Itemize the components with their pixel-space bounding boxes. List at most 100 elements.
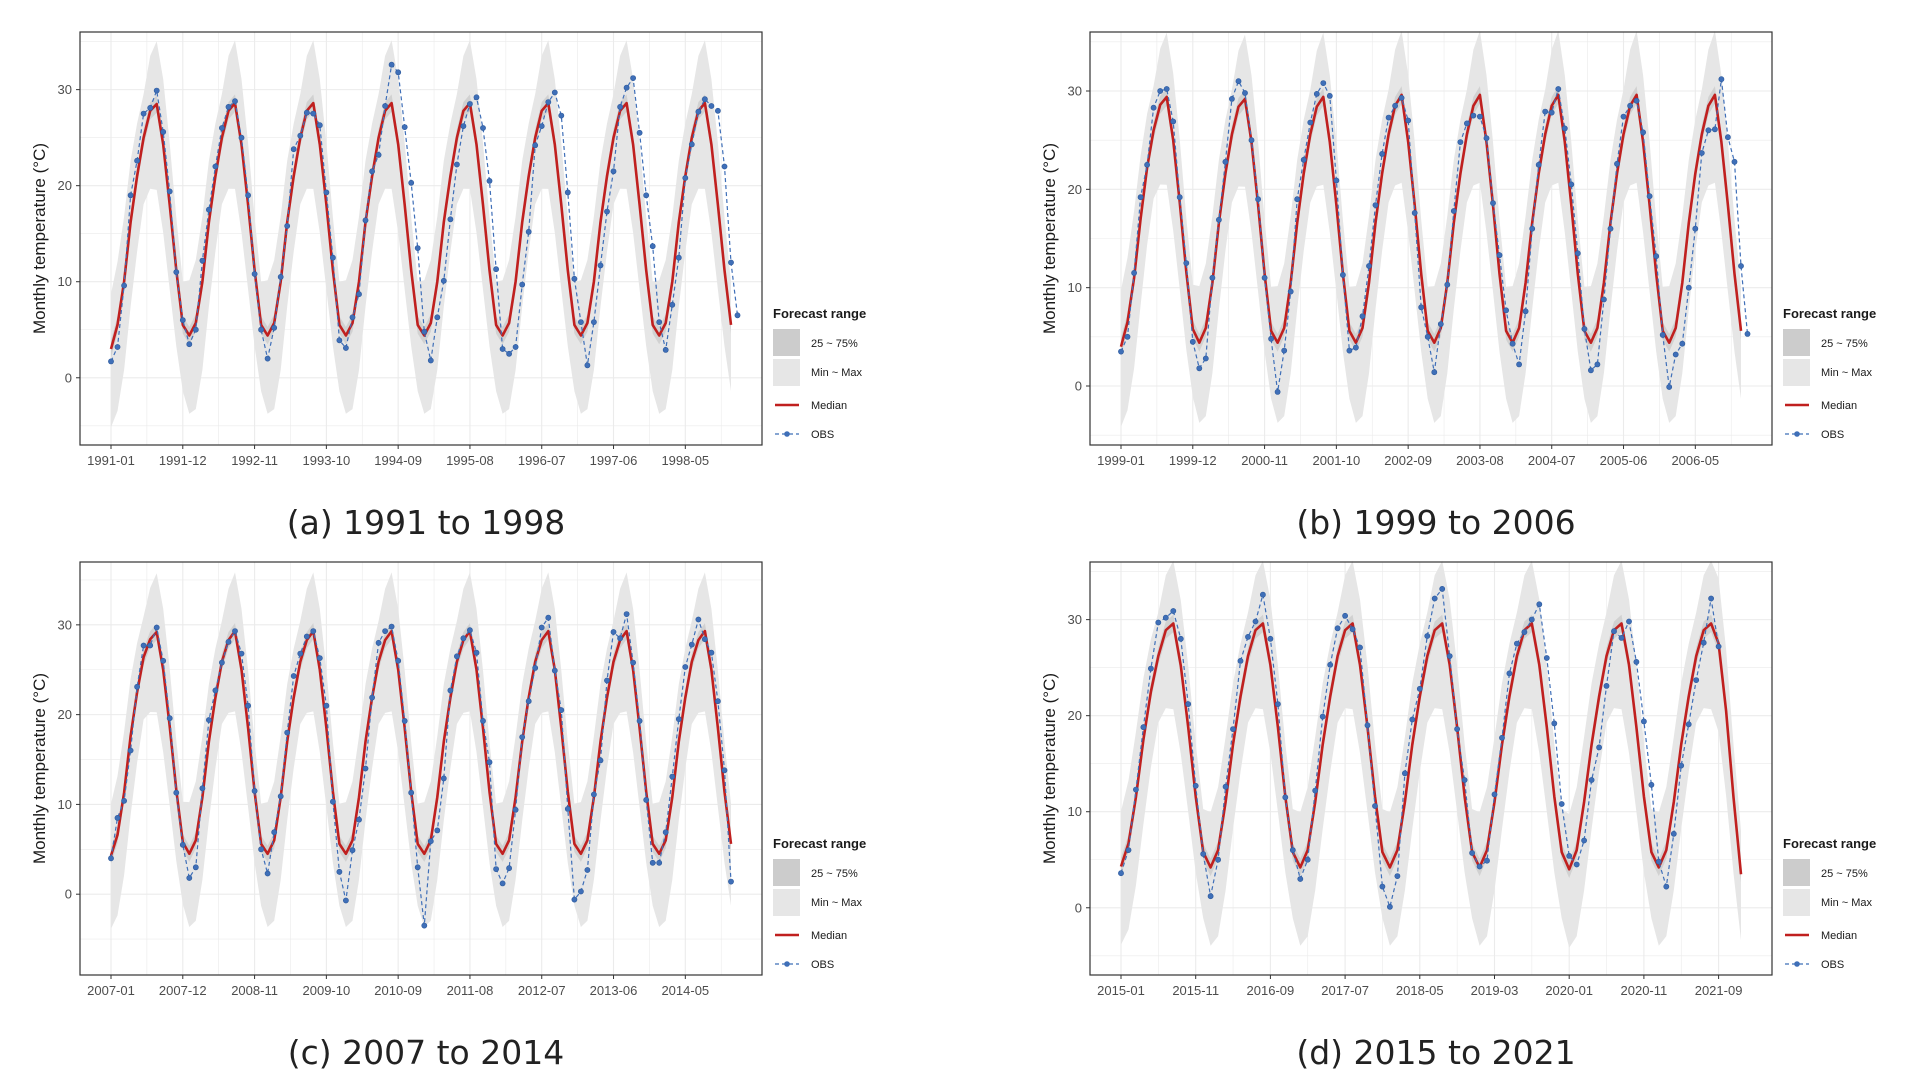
legend-minmax-label: Min ~ Max: [1821, 897, 1873, 909]
obs-point: [506, 350, 512, 357]
panel-a: 0 10 20 30 1991-01 1991-12 1992-11 1993-10 1994-…: [30, 31, 866, 542]
obs-point: [1339, 271, 1346, 278]
obs-point: [1588, 777, 1595, 783]
obs-point: [1648, 781, 1655, 788]
obs-point: [1364, 722, 1371, 729]
obs-point: [1555, 86, 1562, 92]
y-tick-label: 30: [1068, 84, 1082, 99]
obs-point: [1125, 847, 1132, 853]
x-tick-label: 2006-05: [1671, 453, 1719, 468]
obs-point: [453, 653, 460, 660]
obs-point: [564, 189, 571, 196]
obs-point: [1670, 830, 1677, 837]
obs-point: [356, 291, 362, 298]
obs-point: [636, 129, 643, 136]
obs-point: [388, 61, 395, 68]
panel-d: 0 10 20 30 2015-01 2015-11 2016-09 2017-07 2018-…: [1040, 560, 1876, 1072]
obs-point: [1542, 108, 1549, 115]
obs-point: [349, 314, 356, 321]
obs-point: [147, 642, 154, 649]
y-axis-label: Monthly temperature (°C): [30, 143, 49, 334]
obs-point: [734, 312, 741, 319]
obs-point: [1140, 724, 1147, 731]
legend-obs-point: [1794, 961, 1800, 967]
legend-minmax-swatch: [773, 359, 800, 386]
obs-point: [166, 715, 173, 722]
obs-point: [1618, 635, 1625, 641]
obs-point: [388, 623, 395, 630]
obs-point: [1274, 388, 1281, 395]
obs-point: [1693, 677, 1700, 683]
obs-point: [1679, 340, 1686, 347]
obs-point: [427, 357, 434, 364]
obs-point: [1230, 726, 1236, 732]
obs-point: [245, 702, 251, 709]
obs-point: [1297, 876, 1304, 882]
obs-point: [264, 870, 271, 877]
obs-point: [643, 192, 650, 199]
obs-point: [545, 614, 552, 621]
obs-point: [1274, 701, 1281, 707]
obs-point: [1446, 653, 1453, 659]
obs-point: [1491, 791, 1498, 798]
obs-point: [1574, 250, 1581, 257]
obs-point: [1235, 78, 1242, 85]
obs-point: [192, 864, 199, 871]
obs-point: [1678, 762, 1685, 769]
obs-point: [153, 87, 160, 94]
obs-point: [114, 814, 121, 821]
obs-point: [310, 628, 317, 634]
x-tick-label: 2020-01: [1545, 983, 1593, 998]
obs-point: [473, 649, 480, 656]
obs-point: [1222, 783, 1229, 790]
y-tick-label: 30: [58, 82, 72, 97]
obs-point: [205, 717, 212, 723]
obs-point: [1516, 361, 1522, 368]
obs-point: [1646, 193, 1653, 200]
obs-point: [238, 134, 245, 141]
obs-point: [1738, 263, 1744, 269]
obs-point: [1551, 720, 1558, 727]
x-tick-label: 2002-09: [1384, 453, 1432, 468]
obs-point: [205, 206, 212, 213]
obs-point: [1496, 252, 1503, 259]
obs-point: [1450, 208, 1457, 214]
obs-point: [1242, 90, 1248, 96]
obs-point: [1499, 734, 1505, 741]
obs-point: [421, 922, 428, 929]
obs-point: [1237, 657, 1244, 664]
obs-point: [1603, 682, 1610, 689]
obs-point: [1476, 113, 1483, 120]
obs-point: [258, 846, 264, 853]
x-tick-label: 2021-09: [1695, 983, 1743, 998]
obs-point: [447, 687, 454, 694]
obs-point: [290, 146, 297, 153]
obs-point: [134, 683, 140, 690]
legend-obs-point: [1794, 431, 1800, 437]
obs-point: [1744, 330, 1751, 337]
legend-obs-label: OBS: [811, 959, 834, 971]
obs-point: [656, 859, 663, 866]
obs-point: [1196, 365, 1203, 372]
obs-point: [395, 657, 402, 664]
obs-point: [1326, 93, 1333, 99]
legend-iqr-label: 25 ~ 75%: [1821, 338, 1868, 350]
legend-obs-label: OBS: [1821, 959, 1844, 971]
x-tick-label: 2013-06: [590, 983, 638, 998]
obs-point: [323, 702, 330, 709]
x-tick-label: 2005-06: [1600, 453, 1648, 468]
obs-point: [545, 99, 552, 105]
obs-point: [427, 838, 434, 845]
x-tick-label: 1999-01: [1097, 453, 1145, 468]
x-tick-label: 1996-07: [518, 453, 566, 468]
obs-point: [329, 254, 336, 261]
x-tick-label: 1993-10: [303, 453, 351, 468]
obs-point: [1394, 873, 1401, 879]
obs-point: [604, 208, 610, 215]
obs-point: [440, 277, 447, 284]
obs-point: [532, 664, 539, 671]
obs-point: [551, 667, 558, 674]
legend: Forecast range 25 ~ 75% Min ~ Max Median OBS: [1783, 306, 1876, 441]
obs-point: [512, 806, 519, 813]
obs-point: [1366, 263, 1372, 269]
